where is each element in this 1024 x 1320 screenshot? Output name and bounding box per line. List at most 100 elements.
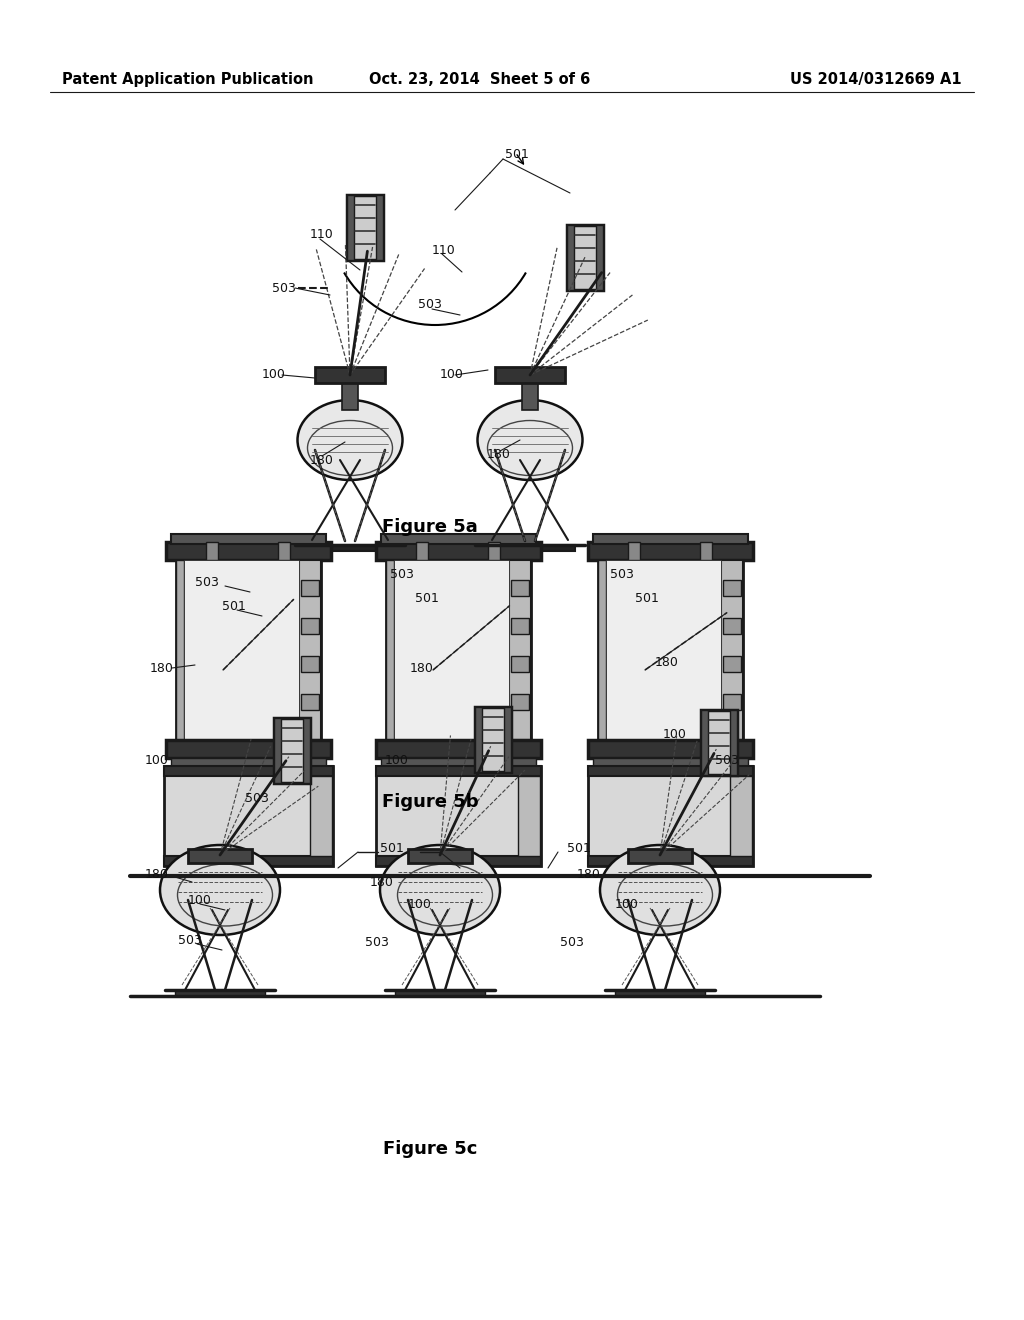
Text: 503: 503 <box>418 298 442 312</box>
Bar <box>376 855 541 866</box>
Bar <box>381 535 536 544</box>
Bar <box>700 710 736 775</box>
Bar <box>628 543 640 560</box>
Text: 501: 501 <box>380 842 403 854</box>
Bar <box>588 766 753 776</box>
Bar <box>721 560 742 741</box>
Text: Patent Application Publication: Patent Application Publication <box>62 73 313 87</box>
Bar <box>567 224 574 290</box>
Text: Figure 5a: Figure 5a <box>382 517 478 536</box>
Bar <box>475 706 511 772</box>
Bar <box>488 543 501 560</box>
Bar <box>593 535 748 544</box>
Ellipse shape <box>477 400 583 480</box>
Bar <box>700 543 713 560</box>
Bar <box>342 380 358 411</box>
Text: Figure 5b: Figure 5b <box>382 793 478 810</box>
Bar <box>567 224 603 290</box>
Bar <box>588 741 753 758</box>
Text: 100: 100 <box>440 368 464 381</box>
Bar <box>175 990 265 997</box>
Bar <box>175 560 183 741</box>
Bar <box>376 741 541 758</box>
Text: 180: 180 <box>487 449 511 462</box>
Bar <box>723 579 740 597</box>
Text: 501: 501 <box>635 591 658 605</box>
Text: 501: 501 <box>222 599 246 612</box>
Bar <box>164 766 333 776</box>
Bar <box>347 195 354 260</box>
Bar <box>303 718 309 783</box>
Text: 100: 100 <box>145 754 169 767</box>
Text: Figure 5c: Figure 5c <box>383 1140 477 1158</box>
Bar <box>300 579 318 597</box>
Bar <box>376 766 541 866</box>
Bar <box>300 694 318 710</box>
Bar <box>166 741 331 758</box>
Bar <box>166 543 331 560</box>
Text: US 2014/0312669 A1: US 2014/0312669 A1 <box>791 73 962 87</box>
Text: 503: 503 <box>715 754 739 767</box>
Text: 100: 100 <box>262 368 286 381</box>
Bar <box>279 543 290 560</box>
Text: 180: 180 <box>410 661 434 675</box>
Bar <box>511 656 528 672</box>
Bar <box>615 990 705 997</box>
Bar <box>305 545 395 550</box>
Bar <box>605 560 721 741</box>
Bar <box>504 706 511 772</box>
Bar <box>511 694 528 710</box>
Bar <box>700 710 708 775</box>
Bar <box>164 855 333 866</box>
Text: 100: 100 <box>663 729 687 742</box>
Bar <box>723 694 740 710</box>
Ellipse shape <box>600 845 720 935</box>
Bar <box>730 710 736 775</box>
Bar <box>723 656 740 672</box>
Bar <box>495 367 565 383</box>
Bar <box>509 560 530 741</box>
Bar <box>376 543 541 560</box>
Text: 100: 100 <box>615 899 639 912</box>
Bar <box>376 766 541 776</box>
Text: 110: 110 <box>432 243 456 256</box>
Text: 100: 100 <box>408 899 432 912</box>
Text: 503: 503 <box>245 792 269 804</box>
Bar <box>385 560 530 741</box>
Bar <box>206 543 218 560</box>
Text: 180: 180 <box>577 869 601 882</box>
Bar <box>628 849 692 863</box>
Bar <box>518 776 540 855</box>
Text: 180: 180 <box>145 869 169 882</box>
Bar <box>416 543 428 560</box>
Bar <box>588 766 753 866</box>
Bar <box>273 718 309 783</box>
Text: 501: 501 <box>505 149 528 161</box>
Bar <box>593 758 748 766</box>
Text: 503: 503 <box>195 576 219 589</box>
Bar <box>588 855 753 866</box>
Text: 110: 110 <box>310 228 334 242</box>
Ellipse shape <box>380 845 500 935</box>
Ellipse shape <box>160 845 280 935</box>
Bar <box>588 543 753 560</box>
Bar <box>408 849 472 863</box>
Bar <box>299 560 321 741</box>
Text: 501: 501 <box>567 842 591 854</box>
Bar <box>597 560 605 741</box>
Bar <box>723 618 740 634</box>
Bar <box>273 718 281 783</box>
Bar <box>381 758 536 766</box>
Text: 180: 180 <box>370 875 394 888</box>
Text: 503: 503 <box>610 568 634 581</box>
Text: 180: 180 <box>310 454 334 466</box>
Bar <box>511 579 528 597</box>
Bar <box>475 706 482 772</box>
Bar <box>315 367 385 383</box>
Bar <box>347 195 383 260</box>
Bar <box>393 560 509 741</box>
Bar <box>511 618 528 634</box>
Bar <box>597 560 742 741</box>
Text: 180: 180 <box>150 661 174 675</box>
Bar <box>300 618 318 634</box>
